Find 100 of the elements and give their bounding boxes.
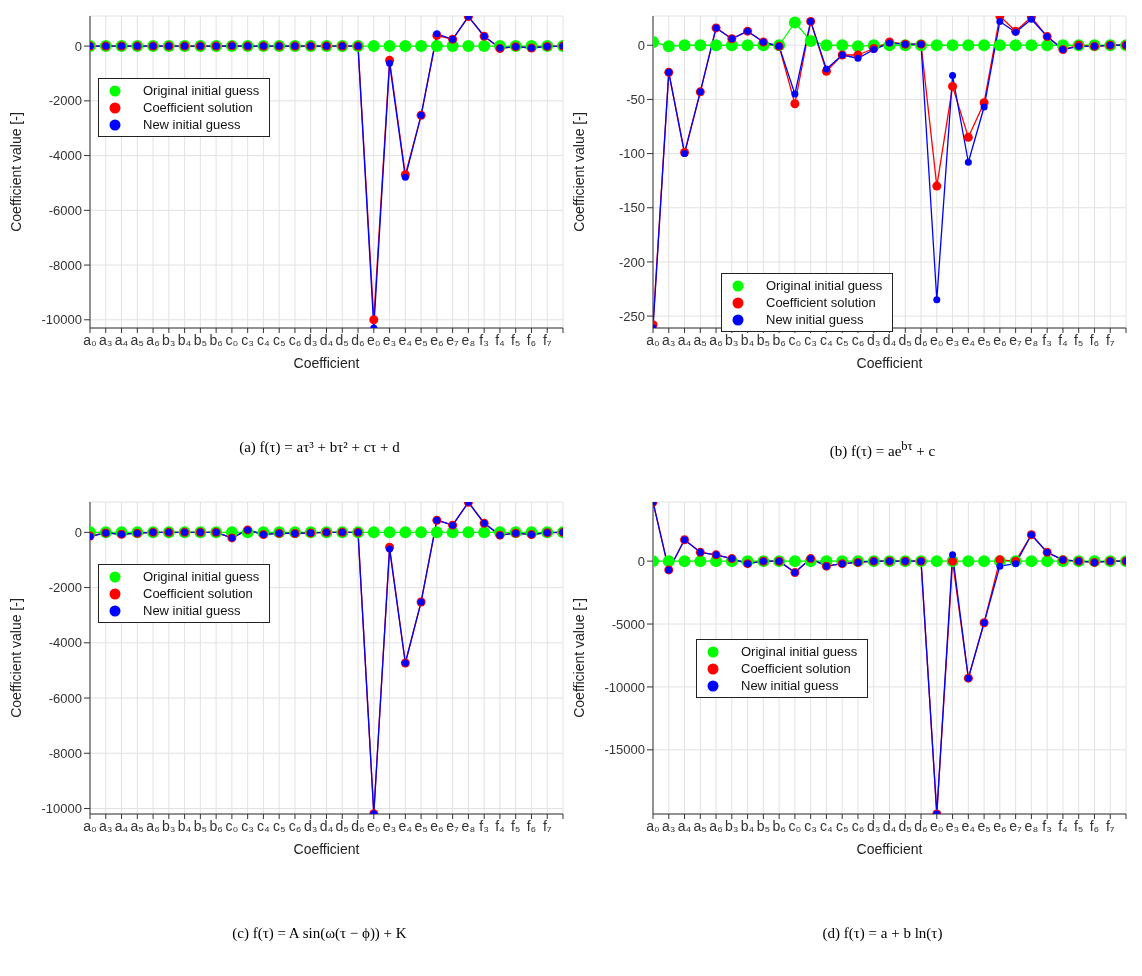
x-tick-label: b₆ [772, 331, 786, 348]
text: (c) f(τ) = A sin(ω(τ − ϕ)) + K [231, 925, 408, 942]
x-tick-label: d₃ [303, 817, 318, 834]
x-tick-label: b₄ [740, 817, 755, 834]
x-tick-label: f₇ [542, 331, 552, 348]
y-tick-label: 0 [637, 553, 645, 569]
x-tick-label: b₃ [725, 817, 739, 834]
y-tick-label: 0 [74, 524, 82, 540]
x-tick-label: a₆ [146, 331, 160, 348]
x-tick-label: f₃ [1042, 331, 1052, 348]
x-tick-label: f₅ [1073, 817, 1084, 834]
text: (b) f(τ) = ae$^{bτ}$ + c [828, 439, 937, 460]
x-tick-label: e₈ [461, 817, 476, 834]
x-tick-label: c₃ [804, 817, 818, 834]
x-tick-label: e₆ [993, 817, 1007, 834]
x-tick-label: f₅ [1073, 331, 1084, 348]
x-tick-label: a₃ [662, 817, 676, 834]
x-tick-label: c₄ [820, 331, 834, 348]
y-tick-label: 0 [74, 38, 82, 54]
x-tick-label: b₅ [756, 331, 771, 348]
x-tick-label: e₄ [961, 331, 976, 348]
x-tick-label: d₃ [303, 331, 318, 348]
x-tick-label: d₆ [914, 331, 928, 348]
x-tick-label: d₄ [882, 817, 897, 834]
x-tick-label: b₆ [209, 817, 223, 834]
x-tick-label: b₄ [177, 817, 192, 834]
x-tick-label: b₆ [772, 817, 786, 834]
y-axis-title: Coefficient value [-] [570, 112, 587, 232]
x-tick-label: c₄ [820, 817, 834, 834]
x-axis-title: Coefficient [856, 841, 923, 857]
x-tick-label: c₆ [288, 331, 302, 348]
x-tick-label: f₄ [1058, 817, 1069, 834]
x-tick-label: a₆ [146, 817, 160, 834]
x-tick-label: c₅ [272, 817, 286, 834]
x-tick-label: d₄ [319, 817, 334, 834]
x-tick-label: f₆ [1089, 331, 1100, 348]
x-tick-label: a₀ [83, 331, 97, 348]
legend-label: New initial guess [143, 116, 241, 133]
text: (d) f(τ) = a + b ln(τ) [821, 925, 944, 942]
x-tick-label: f₄ [495, 331, 506, 348]
y-tick-label: -15000 [604, 742, 645, 758]
y-tick-label: -8000 [48, 745, 82, 761]
x-tick-label: a₃ [99, 817, 113, 834]
y-tick-label: -250 [618, 308, 645, 324]
x-tick-label: e₄ [398, 331, 413, 348]
y-tick-label: -5000 [611, 616, 645, 632]
x-tick-label: c₆ [288, 817, 302, 834]
legend-label: New initial guess [766, 311, 864, 328]
x-tick-label: a₄ [677, 331, 692, 348]
legend-label: Coefficient solution [143, 99, 253, 116]
x-tick-label: e₅ [414, 817, 428, 834]
x-tick-label: f₆ [526, 331, 537, 348]
y-tick-label: -2000 [48, 580, 82, 596]
x-tick-label: d₄ [319, 331, 334, 348]
x-tick-label: c₆ [851, 331, 865, 348]
x-tick-label: e₆ [430, 817, 444, 834]
x-tick-label: f₇ [542, 817, 552, 834]
x-tick-label: f₅ [510, 817, 521, 834]
x-tick-label: b₃ [725, 331, 739, 348]
legend-label: Coefficient solution [766, 294, 876, 311]
legend-label: Original initial guess [143, 568, 260, 585]
x-tick-label: f₄ [495, 817, 506, 834]
y-axis-title: Coefficient value [-] [7, 112, 24, 232]
x-tick-label: e₄ [961, 817, 976, 834]
y-tick-label: -150 [618, 200, 645, 216]
x-tick-label: d₅ [335, 331, 349, 348]
legend-label: New initial guess [741, 677, 839, 694]
x-tick-label: a₄ [114, 817, 129, 834]
x-tick-label: b₅ [193, 817, 208, 834]
y-tick-label: -10000 [41, 801, 82, 817]
y-tick-label: -100 [618, 146, 645, 162]
x-tick-label: b₃ [162, 331, 176, 348]
x-tick-label: e₃ [382, 817, 397, 834]
x-tick-label: f₇ [1105, 817, 1115, 834]
legend-label: Coefficient solution [143, 585, 253, 602]
x-tick-label: c₅ [835, 817, 849, 834]
x-tick-label: d₆ [351, 331, 365, 348]
x-tick-label: a₀ [83, 817, 97, 834]
x-tick-label: f₇ [1105, 331, 1115, 348]
x-tick-label: b₄ [740, 331, 755, 348]
legend-label: Original initial guess [143, 82, 260, 99]
x-tick-label: a₀ [646, 817, 660, 834]
x-tick-label: e₈ [1024, 817, 1039, 834]
x-tick-label: e₇ [446, 331, 460, 348]
x-tick-label: b₅ [193, 331, 208, 348]
y-tick-label: -6000 [48, 202, 82, 218]
x-tick-label: b₃ [162, 817, 176, 834]
x-tick-label: c₆ [851, 817, 865, 834]
x-tick-label: c₀ [788, 331, 802, 348]
x-tick-label: f₃ [479, 817, 489, 834]
y-tick-label: -50 [626, 92, 645, 108]
x-tick-label: c₃ [804, 331, 818, 348]
x-tick-label: d₃ [866, 331, 881, 348]
y-tick-label: -6000 [48, 690, 82, 706]
x-tick-label: e₀ [367, 331, 381, 348]
y-tick-label: -4000 [48, 148, 82, 164]
x-tick-label: e₅ [977, 817, 991, 834]
x-tick-label: c₅ [272, 331, 286, 348]
x-tick-label: e₅ [977, 331, 991, 348]
x-tick-label: a₆ [709, 817, 723, 834]
